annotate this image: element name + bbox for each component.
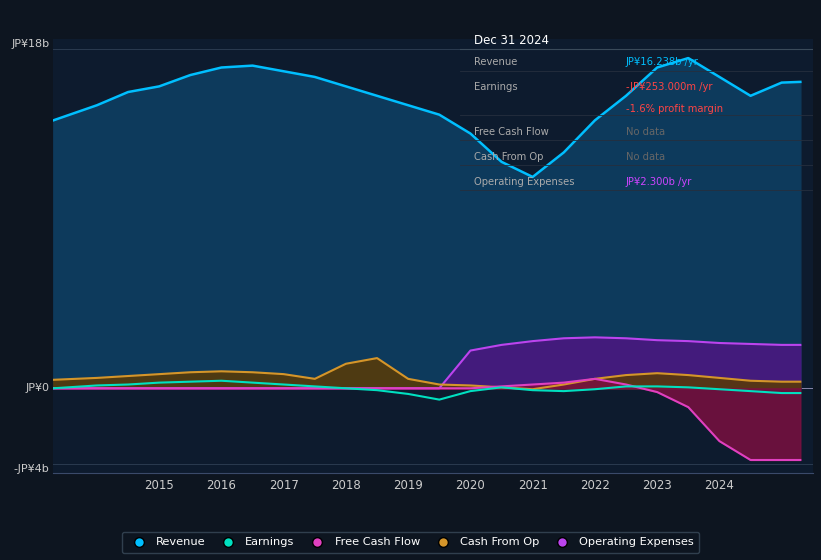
- Text: JP¥16.238b /yr: JP¥16.238b /yr: [626, 57, 699, 67]
- Text: Earnings: Earnings: [474, 82, 517, 92]
- Legend: Revenue, Earnings, Free Cash Flow, Cash From Op, Operating Expenses: Revenue, Earnings, Free Cash Flow, Cash …: [122, 532, 699, 553]
- Text: Cash From Op: Cash From Op: [474, 152, 544, 162]
- Text: -1.6% profit margin: -1.6% profit margin: [626, 104, 722, 114]
- Text: Dec 31 2024: Dec 31 2024: [474, 34, 549, 47]
- Text: Operating Expenses: Operating Expenses: [474, 177, 575, 187]
- Text: No data: No data: [626, 152, 665, 162]
- Text: -JP¥4b: -JP¥4b: [13, 464, 49, 474]
- Text: JP¥0: JP¥0: [25, 383, 49, 393]
- Text: Revenue: Revenue: [474, 57, 517, 67]
- Text: JP¥18b: JP¥18b: [11, 39, 49, 49]
- Text: No data: No data: [626, 127, 665, 137]
- Text: JP¥2.300b /yr: JP¥2.300b /yr: [626, 177, 692, 187]
- Text: -JP¥253.000m /yr: -JP¥253.000m /yr: [626, 82, 712, 92]
- Text: Free Cash Flow: Free Cash Flow: [474, 127, 548, 137]
